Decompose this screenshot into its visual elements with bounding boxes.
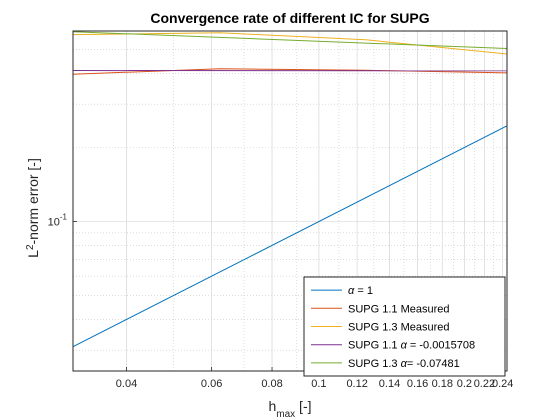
series-line-2 [73, 68, 507, 75]
legend-text-part: SUPG 1.3 Measured [348, 322, 450, 334]
legend-text-part: = -0.07481 [407, 358, 460, 370]
legend-symbol: α [401, 340, 408, 352]
grid [73, 31, 507, 371]
x-axis-title-sub: max [276, 409, 295, 420]
legend-label-1: α = 1 [348, 285, 373, 297]
series-line-3 [73, 32, 507, 55]
x-tick-label: 0.04 [116, 378, 137, 390]
legend-text-part: = -0.0015708 [407, 340, 475, 352]
legend-label-2: SUPG 1.1 Measured [348, 303, 450, 315]
legend-text-part: SUPG 1.1 [348, 340, 401, 352]
x-tick-label: 0.22 [474, 378, 495, 390]
legend-label-4: SUPG 1.1 α = -0.0015708 [348, 340, 475, 352]
x-tick-label: 0.16 [407, 378, 428, 390]
x-tick-label: 0.08 [261, 378, 282, 390]
axes-frame [72, 30, 508, 372]
legend-label-3: SUPG 1.3 Measured [348, 322, 450, 334]
legend-symbol: α [348, 285, 355, 297]
legend-label-5: SUPG 1.3 α= -0.07481 [348, 358, 460, 370]
legend-text-part: SUPG 1.1 Measured [348, 303, 450, 315]
legend-text-part: SUPG 1.3 [348, 358, 401, 370]
x-axis-title: hmax [-] [268, 398, 311, 420]
y-tick-label-exponent: -1 [60, 213, 68, 222]
y-tick-label-base: 10 [48, 217, 60, 229]
series-line-1 [73, 125, 507, 348]
y-axis-title-rest: -norm error [-] [25, 158, 41, 244]
y-axis-title-base: L [25, 250, 41, 258]
x-axis-title-base: h [268, 398, 276, 414]
x-tick-label: 0.12 [346, 378, 367, 390]
y-axis-title-sup: 2 [25, 244, 36, 250]
y-tick-label: 10-1 [48, 213, 68, 229]
series-line-5 [73, 31, 507, 50]
ticks: 0.04 0.06 0.08 0.1 0.12 0.14 0.16 0.18 0.2 0.220.… [48, 213, 514, 390]
x-tick-label: 0.2 [457, 378, 472, 390]
x-tick-label: 0.06 [201, 378, 222, 390]
x-tick-label: 0.14 [379, 378, 400, 390]
legend-symbol: α [401, 358, 408, 370]
legend: α = 1 SUPG 1.1 Measured SUPG 1.3 Measured S… [303, 276, 506, 377]
x-tick-label: 0.18 [432, 378, 453, 390]
series-group [73, 31, 507, 348]
y-axis-title: L2-norm error [-] [25, 158, 42, 258]
legend-text-part: = 1 [354, 285, 373, 297]
x-tick-label: 0.24 [492, 378, 513, 390]
chart-title: Convergence rate of different IC for SUP… [150, 10, 429, 26]
x-axis-title-unit: [-] [295, 398, 311, 414]
x-tick-label: 0.1 [311, 378, 326, 390]
